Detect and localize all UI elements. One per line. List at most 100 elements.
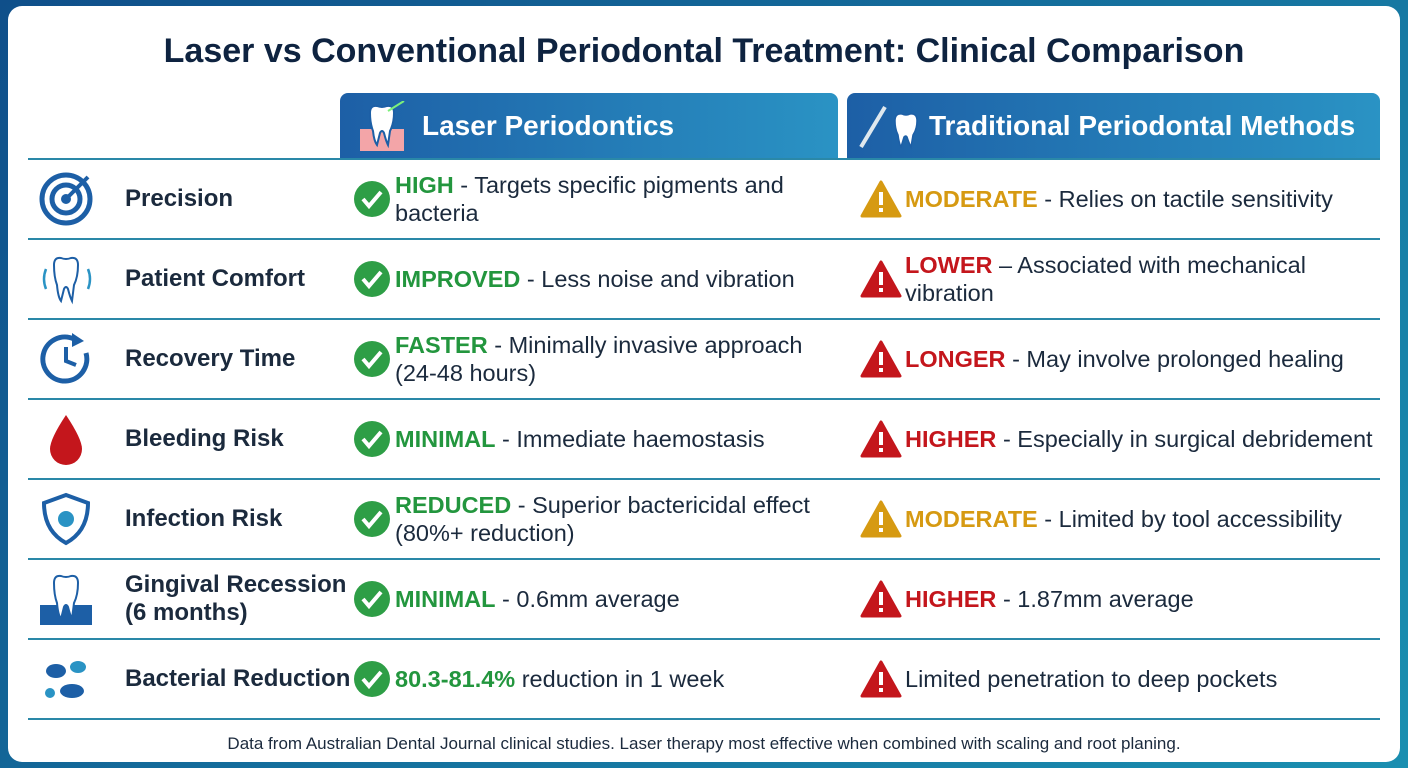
traditional-text: MODERATE - Limited by tool accessibility (905, 505, 1342, 533)
table-row: Bacterial Reduction 80.3-81.4% reduction … (28, 640, 1380, 720)
check-icon (354, 661, 390, 697)
warning-icon (860, 500, 902, 538)
laser-level: IMPROVED (395, 266, 521, 292)
laser-level: FASTER (395, 332, 488, 358)
row-label: Infection Risk (125, 505, 283, 532)
traditional-text: Limited penetration to deep pockets (905, 665, 1277, 693)
table-row: Patient Comfort IMPROVED - Less noise and… (28, 240, 1380, 320)
laser-cell: 80.3-81.4% reduction in 1 week (395, 640, 845, 718)
table-row: Precision HIGH - Targets specific pigment… (28, 160, 1380, 240)
traditional-cell: HIGHER - 1.87mm average (905, 560, 1380, 638)
check-icon (354, 581, 390, 617)
laser-level: MINIMAL (395, 426, 496, 452)
traditional-level: MODERATE (905, 186, 1038, 212)
row-icon (39, 172, 93, 226)
table-row: Infection Risk REDUCED - Superior bacteri… (28, 480, 1380, 560)
traditional-text: HIGHER - 1.87mm average (905, 585, 1194, 613)
row-label: Patient Comfort (125, 265, 305, 292)
laser-level: MINIMAL (395, 586, 496, 612)
traditional-header-text: Traditional Periodontal Methods (929, 109, 1356, 141)
laser-text: FASTER - Minimally invasive approach (24… (395, 331, 845, 387)
traditional-cell: HIGHER - Especially in surgical debridem… (905, 400, 1380, 478)
laser-text: MINIMAL - Immediate haemostasis (395, 425, 765, 453)
table-row: Recovery Time FASTER - Minimally invasive… (28, 320, 1380, 400)
traditional-text: MODERATE - Relies on tactile sensitivity (905, 185, 1333, 213)
footer: Data from Australian Dental Journal clin… (227, 734, 1181, 753)
row-label: Gingival Recession (6 months) (125, 571, 347, 626)
title: Laser vs Conventional Periodontal Treatm… (163, 32, 1245, 70)
check-icon (354, 501, 390, 537)
header-rule (28, 158, 1380, 160)
warning-icon (860, 180, 902, 218)
scalpel-tooth-icon (859, 105, 918, 150)
traditional-detail: - May involve prolonged healing (1012, 346, 1344, 372)
laser-cell: HIGH - Targets specific pigments and bac… (395, 160, 845, 238)
warning-icon (860, 660, 902, 698)
laser-detail: - Superior bactericidal effect (80%+ red… (395, 492, 810, 546)
row-icon (41, 492, 91, 546)
traditional-detail: - 1.87mm average (1002, 586, 1194, 612)
row-icon (40, 333, 90, 384)
laser-detail: - Less noise and vibration (526, 266, 795, 292)
traditional-level: LONGER (905, 346, 1006, 372)
traditional-text: LONGER - May involve prolonged healing (905, 345, 1344, 373)
row-label: Bacterial Reduction (125, 665, 351, 692)
warning-icon (860, 580, 902, 618)
laser-level: 80.3-81.4% (395, 666, 516, 692)
traditional-text: LOWER – Associated with mechanical vibra… (905, 251, 1380, 307)
tooth-laser-icon (360, 101, 405, 151)
laser-level: HIGH (395, 172, 454, 198)
laser-detail: reduction in 1 week (521, 666, 725, 692)
check-icon (354, 421, 390, 457)
row-icon (50, 415, 82, 465)
laser-cell: MINIMAL - Immediate haemostasis (395, 400, 845, 478)
laser-text: REDUCED - Superior bactericidal effect (… (395, 491, 845, 547)
laser-text: MINIMAL - 0.6mm average (395, 585, 680, 613)
check-icon (354, 341, 390, 377)
traditional-text: HIGHER - Especially in surgical debridem… (905, 425, 1373, 453)
traditional-detail: Limited penetration to deep pockets (905, 666, 1278, 692)
traditional-cell: LONGER - May involve prolonged healing (905, 320, 1380, 398)
laser-level: REDUCED (395, 492, 512, 518)
warning-icon (860, 340, 902, 378)
laser-detail: - Immediate haemostasis (502, 426, 765, 452)
traditional-cell: Limited penetration to deep pockets (905, 640, 1380, 718)
laser-detail: - Minimally invasive approach (24-48 hou… (395, 332, 803, 386)
traditional-detail: – Associated with mechanical vibration (905, 252, 1306, 306)
traditional-cell: LOWER – Associated with mechanical vibra… (905, 240, 1380, 318)
laser-cell: IMPROVED - Less noise and vibration (395, 240, 845, 318)
traditional-level: HIGHER (905, 426, 997, 452)
traditional-cell: MODERATE - Limited by tool accessibility (905, 480, 1380, 558)
traditional-detail: - Limited by tool accessibility (1044, 506, 1343, 532)
traditional-detail: - Especially in surgical debridement (1002, 426, 1373, 452)
row-icon (42, 256, 92, 305)
row-label: Precision (125, 185, 234, 212)
table-row: Gingival Recession (6 months) MINIMAL - 0… (28, 560, 1380, 640)
traditional-cell: MODERATE - Relies on tactile sensitivity (905, 160, 1380, 238)
warning-icon (860, 420, 902, 458)
row-icon (45, 661, 86, 698)
laser-text: 80.3-81.4% reduction in 1 week (395, 665, 724, 693)
traditional-header: Traditional Periodontal Methods (847, 93, 1380, 158)
check-icon (354, 261, 390, 297)
laser-cell: REDUCED - Superior bactericidal effect (… (395, 480, 845, 558)
traditional-level: LOWER (905, 252, 993, 278)
laser-header-text: Laser Periodontics (422, 109, 675, 141)
laser-cell: MINIMAL - 0.6mm average (395, 560, 845, 638)
laser-text: IMPROVED - Less noise and vibration (395, 265, 795, 293)
row-label: Recovery Time (125, 345, 296, 372)
card: Laser vs Conventional Periodontal Treatm… (8, 6, 1400, 762)
laser-text: HIGH - Targets specific pigments and bac… (395, 171, 845, 227)
laser-header: Laser Periodontics (340, 93, 838, 158)
traditional-level: HIGHER (905, 586, 997, 612)
check-icon (354, 181, 390, 217)
laser-detail: - 0.6mm average (502, 586, 680, 612)
laser-cell: FASTER - Minimally invasive approach (24… (395, 320, 845, 398)
traditional-detail: - Relies on tactile sensitivity (1044, 186, 1333, 212)
traditional-level: MODERATE (905, 506, 1038, 532)
table-row: Bleeding Risk MINIMAL - Immediate haemost… (28, 400, 1380, 480)
row-icon (40, 574, 92, 625)
warning-icon (860, 260, 902, 298)
laser-detail: - Targets specific pigments and bacteria (395, 172, 784, 226)
